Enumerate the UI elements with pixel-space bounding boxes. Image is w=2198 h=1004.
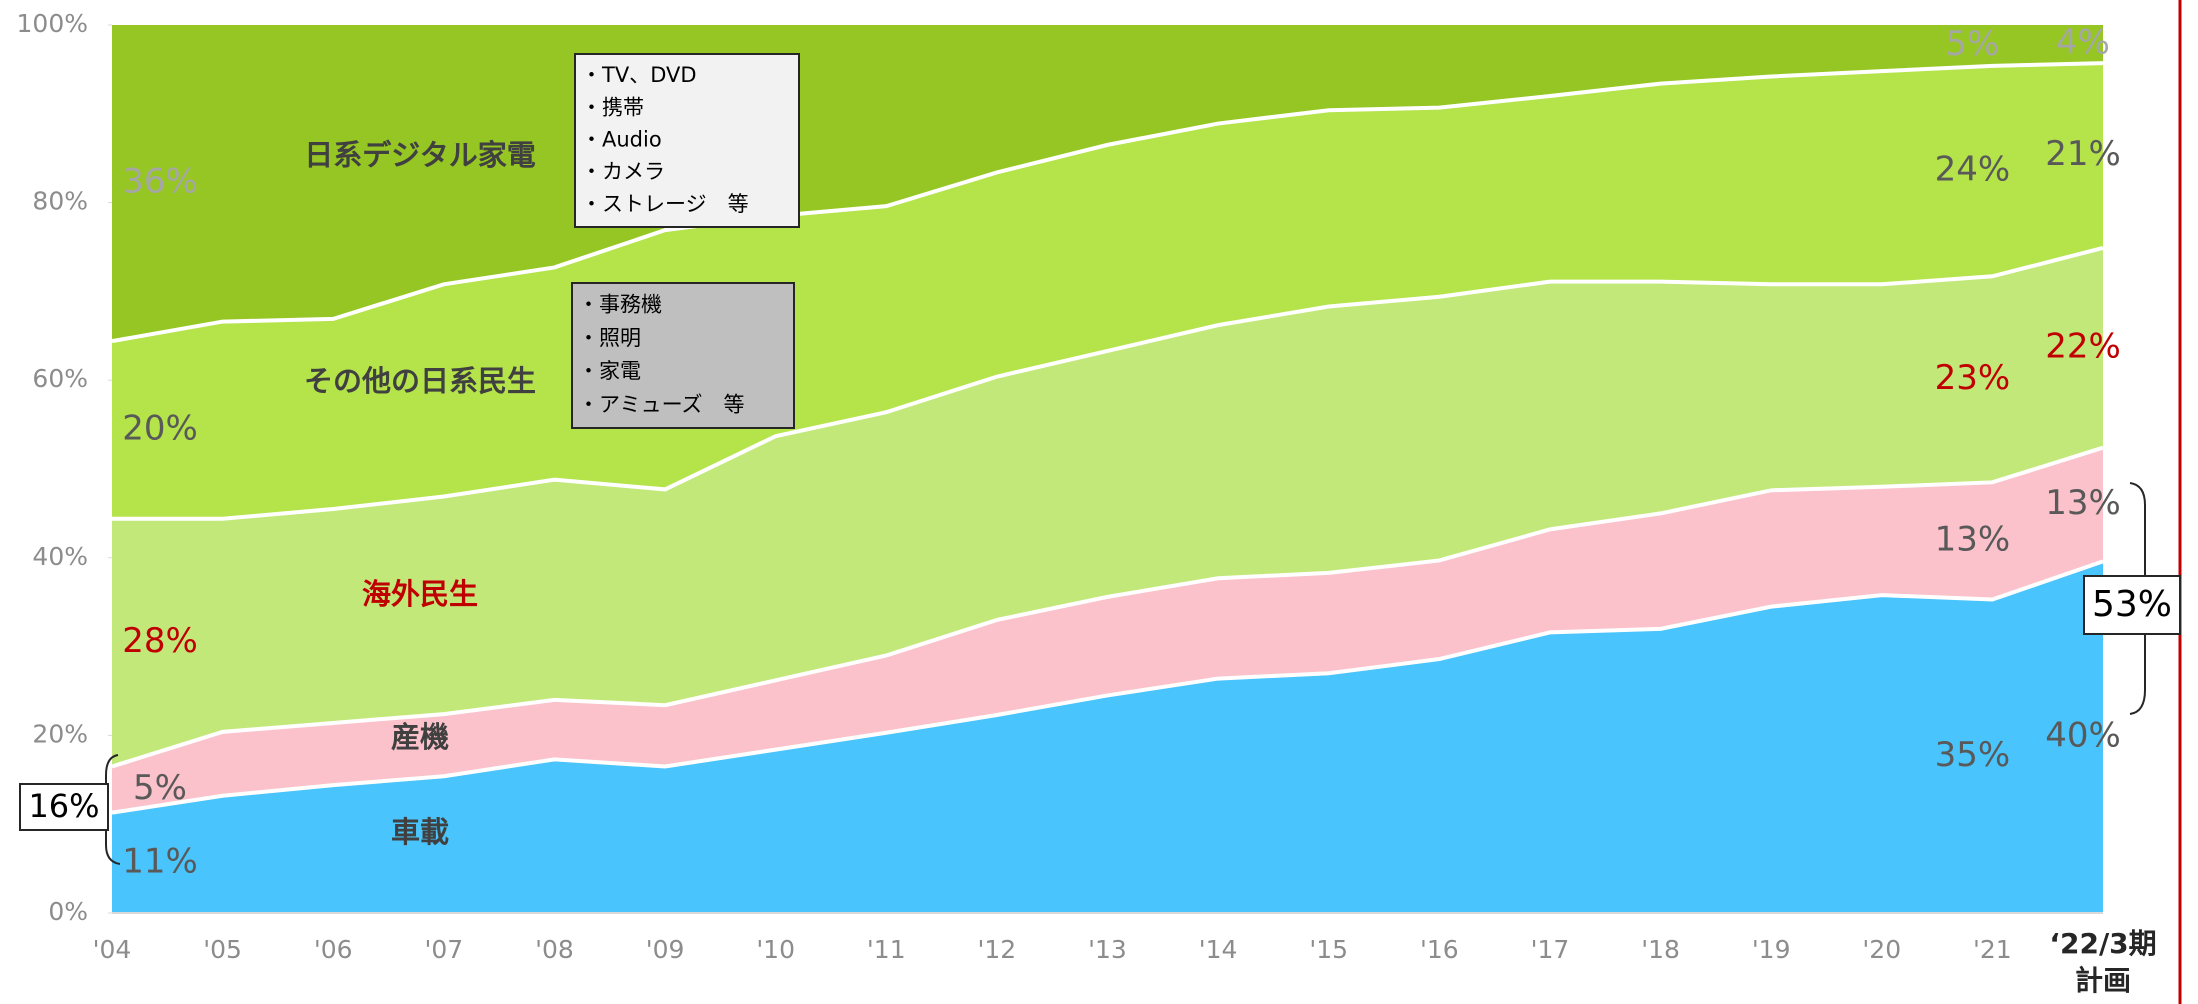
value-label: 20% (122, 408, 198, 448)
x-tick-label: '18 (1641, 935, 1680, 964)
x-tick-label: '20 (1862, 935, 1901, 964)
note-box (571, 282, 795, 429)
x-tick-label: '19 (1752, 935, 1791, 964)
y-tick-label: 60% (32, 364, 88, 393)
value-label: 24% (1935, 150, 2011, 190)
x-tick-label: ‘22/3期 (2049, 927, 2156, 960)
note-item: ・事務機 (578, 293, 662, 317)
x-tick-label: '15 (1309, 935, 1348, 964)
bracket-label: 16% (28, 787, 99, 825)
value-label: 21% (2045, 134, 2121, 174)
note-item: ・Audio (581, 128, 662, 152)
value-label: 23% (1935, 358, 2011, 398)
x-tick-label: '08 (535, 935, 574, 964)
x-tick-label: '09 (646, 935, 685, 964)
value-label: 4% (2056, 23, 2110, 63)
boundary-line (111, 559, 2104, 815)
x-tick-note: 計画 (2075, 964, 2131, 997)
note-box (574, 53, 800, 228)
boundary-line (111, 61, 2104, 344)
series-label: 日系デジタル家電 (304, 138, 535, 172)
boundary-line (112, 245, 2104, 521)
area (112, 247, 2103, 767)
series-label: その他の日系民生 (304, 364, 536, 398)
boundary-line (111, 445, 2104, 769)
note-item: ・携帯 (581, 95, 644, 119)
x-tick-label: '17 (1531, 935, 1570, 964)
area (112, 447, 2103, 813)
bracket-box (19, 783, 109, 831)
x-tick-label: '13 (1088, 935, 1127, 964)
series-label: 車載 (391, 815, 449, 849)
area (112, 561, 2103, 913)
value-label: 28% (122, 621, 198, 661)
note-item: ・カメラ (581, 160, 665, 184)
value-label: 40% (2045, 716, 2121, 756)
value-label: 11% (122, 841, 198, 881)
x-tick-label: '10 (756, 935, 795, 964)
x-tick-label: '11 (867, 935, 906, 964)
x-tick-label: '16 (1420, 935, 1459, 964)
value-label: 35% (1935, 735, 2011, 775)
series-label: 産機 (391, 720, 449, 754)
value-label: 36% (122, 162, 198, 202)
value-label: 5% (1945, 24, 1999, 64)
series-label: 海外民生 (362, 577, 478, 611)
value-label: 22% (2045, 326, 2121, 366)
x-tick-label: '05 (203, 935, 242, 964)
y-tick-label: 40% (32, 542, 88, 571)
value-label: 5% (133, 768, 187, 808)
value-label: 13% (1935, 519, 2011, 559)
x-tick-label: '07 (424, 935, 463, 964)
bracket-box (2083, 575, 2181, 635)
y-tick-label: 20% (32, 719, 88, 748)
x-tick-label: '06 (314, 935, 353, 964)
x-tick-label: '04 (93, 935, 132, 964)
note-item: ・照明 (578, 326, 641, 350)
x-tick-label: '12 (978, 935, 1017, 964)
note-item: ・アミューズ 等 (578, 392, 745, 416)
bracket-label: 53% (2092, 584, 2172, 625)
value-label: 13% (2045, 483, 2121, 523)
y-tick-label: 0% (48, 897, 88, 926)
note-item: ・家電 (578, 359, 641, 383)
y-tick-label: 80% (32, 187, 88, 216)
note-item: ・ストレージ 等 (581, 192, 749, 216)
x-tick-label: '21 (1973, 935, 2012, 964)
note-item: ・TV、DVD (581, 63, 697, 87)
y-tick-label: 100% (17, 9, 88, 38)
x-tick-label: '14 (1199, 935, 1238, 964)
